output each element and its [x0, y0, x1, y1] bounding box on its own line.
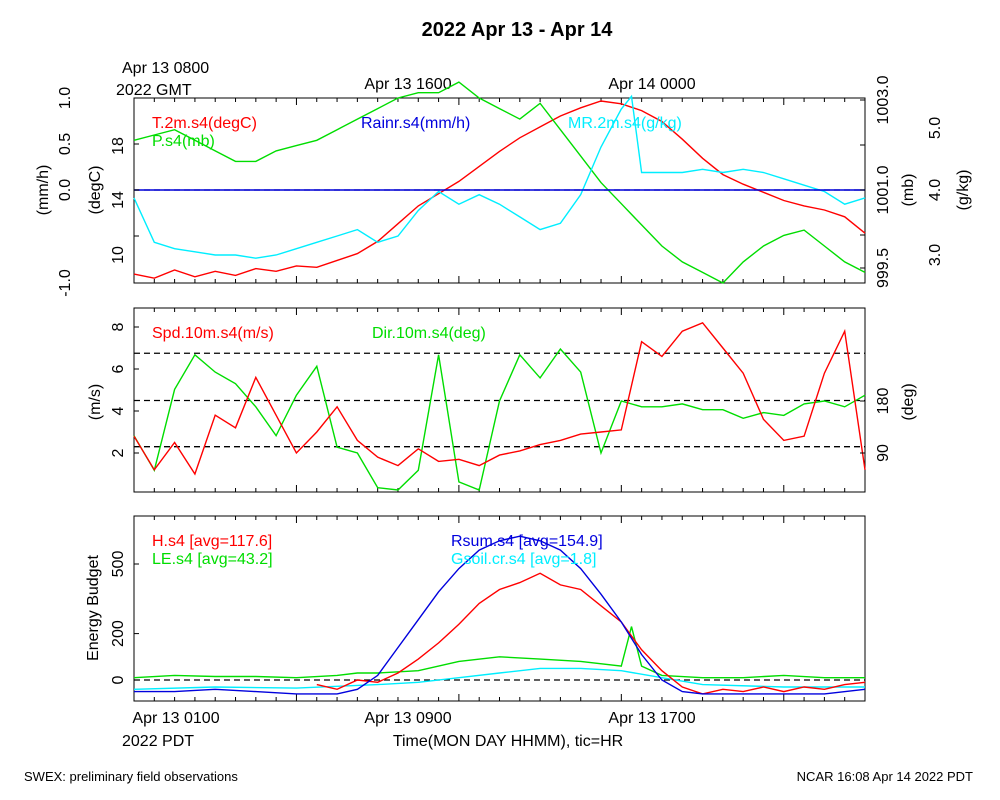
legend-temperature: T.2m.s4(degC): [152, 115, 257, 132]
rain-tick-label: 0.0: [57, 179, 74, 201]
series-line-blue: [134, 535, 866, 695]
legend-net-radiation: Rsum.s4 [avg=154.9]: [451, 533, 603, 550]
gmt-tick-label-1: Apr 13 1600: [364, 76, 451, 93]
pressure-tick-label: 1003.0: [875, 75, 892, 124]
ylabel-temperature: (degC): [87, 166, 104, 215]
legend-latent-heat: LE.s4 [avg=43.2]: [152, 551, 273, 568]
pressure-tick-label: 1001.0: [875, 165, 892, 214]
legend-pressure: P.s4(mb): [152, 133, 215, 150]
series-line-green: [133, 81, 866, 284]
rain-tick-label: -1.0: [57, 269, 74, 297]
series-line-wind-speed: [133, 321, 866, 476]
legend-mixing-ratio: MR.2m.s4(g/kg): [568, 115, 682, 132]
rain-tick-label: 0.5: [57, 133, 74, 155]
wind-speed-tick-label: 4: [110, 406, 127, 415]
series-line-cyan: [133, 667, 865, 690]
ylabel-wind-speed: (m/s): [87, 384, 104, 420]
energy-tick-label: 200: [110, 620, 127, 647]
pdt-tick-label-2: Apr 13 1700: [608, 710, 695, 727]
legend-sensible-heat: H.s4 [avg=117.6]: [152, 533, 272, 550]
ylabel-rain: (mm/h): [35, 165, 52, 216]
panels: -1.0 0.0 0.5 1.0 10 14 18 999.5 1001.0 1003.0 3.0 4…: [57, 75, 944, 702]
middle-legend: Spd.10m.s4(m/s) Dir.10m.s4(deg): [152, 325, 486, 342]
footer-left: SWEX: preliminary field observations: [24, 769, 238, 784]
temperature-tick-label: 18: [110, 137, 127, 155]
series-line-red: [133, 100, 866, 279]
wind-direction-tick-label: 90: [875, 444, 892, 462]
rain-tick-label: 1.0: [57, 87, 74, 109]
wind-direction-tick-label: 180: [875, 388, 892, 415]
ylabel-mixing-ratio: (g/kg): [955, 170, 972, 211]
wind-speed-tick-label: 8: [110, 322, 127, 331]
x-axis-title: Time(MON DAY HHMM), tic=HR: [393, 733, 623, 750]
mixing-ratio-tick-label: 3.0: [927, 244, 944, 266]
pdt-start-label: Apr 13 0100: [132, 710, 219, 727]
energy-tick-label: 0: [110, 675, 127, 684]
legend-rain-rate: Rainr.s4(mm/h): [361, 115, 470, 132]
footer-right: NCAR 16:08 Apr 14 2022 PDT: [797, 769, 973, 784]
mixing-ratio-tick-label: 4.0: [927, 179, 944, 201]
legend-wind-direction: Dir.10m.s4(deg): [372, 325, 486, 342]
energy-tick-label: 500: [110, 551, 127, 578]
series-line-cyan: [133, 94, 866, 259]
gmt-start-label: Apr 13 0800: [122, 60, 209, 77]
series-line-wind-direction: [133, 347, 866, 491]
ylabel-energy-budget: Energy Budget: [85, 555, 102, 661]
top-legend: T.2m.s4(degC) P.s4(mb) Rainr.s4(mm/h) MR…: [152, 115, 682, 150]
temperature-tick-label: 10: [110, 246, 127, 264]
pdt-tick-label-1: Apr 13 0900: [364, 710, 451, 727]
series-line-red: [316, 572, 866, 695]
legend-soil-heat: Gsoil.cr.s4 [avg=1.8]: [451, 551, 596, 568]
chart-title: 2022 Apr 13 - Apr 14: [422, 19, 614, 41]
series-line-green: [133, 626, 865, 679]
wind-speed-tick-label: 6: [110, 364, 127, 373]
ylabel-wind-direction: (deg): [900, 383, 917, 420]
legend-wind-speed: Spd.10m.s4(m/s): [152, 325, 274, 342]
bottom-legend: H.s4 [avg=117.6] LE.s4 [avg=43.2] Rsum.s…: [152, 533, 603, 568]
gmt-tick-label-2: Apr 14 0000: [608, 76, 695, 93]
wind-speed-tick-label: 2: [110, 448, 127, 457]
temperature-tick-label: 14: [110, 191, 127, 209]
pressure-tick-label: 999.5: [875, 248, 892, 288]
ylabel-pressure: (mb): [900, 174, 917, 207]
mixing-ratio-tick-label: 5.0: [927, 117, 944, 139]
gmt-year-label: 2022 GMT: [116, 82, 192, 99]
pdt-year-label: 2022 PDT: [122, 733, 194, 750]
